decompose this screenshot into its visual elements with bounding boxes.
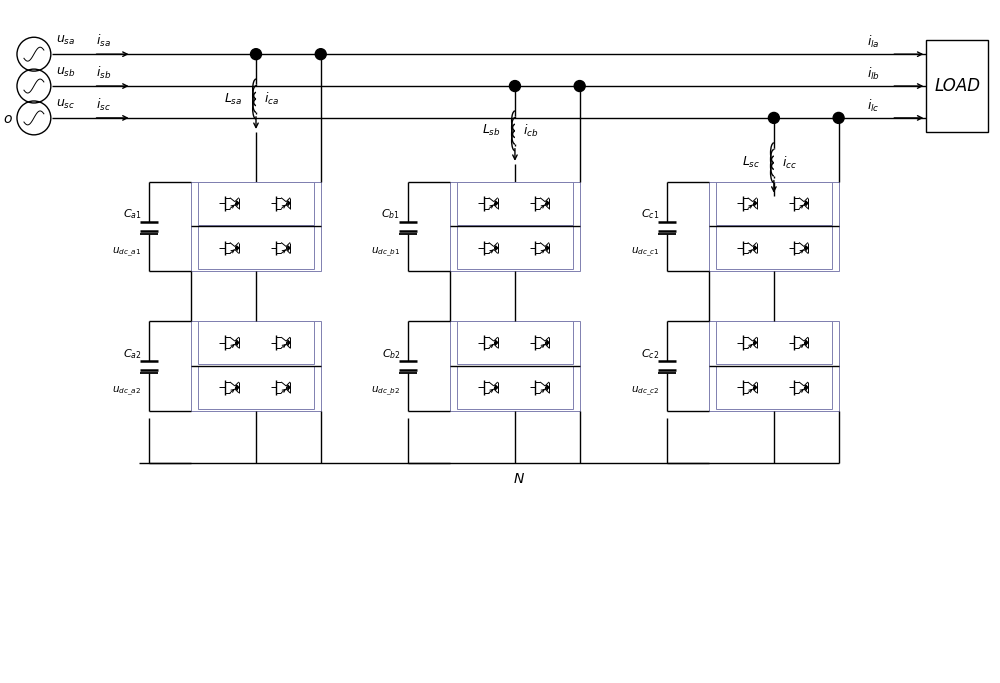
Text: $C_{b1}$: $C_{b1}$ — [381, 208, 400, 221]
Bar — [457, 182, 573, 225]
Text: $u_{dc\_b2}$: $u_{dc\_b2}$ — [371, 385, 400, 398]
Bar — [191, 321, 321, 410]
Polygon shape — [754, 340, 757, 345]
Polygon shape — [547, 201, 549, 206]
Text: $i_{\mathit{la}}$: $i_{\mathit{la}}$ — [867, 34, 879, 51]
Text: $u_{dc\_a1}$: $u_{dc\_a1}$ — [112, 246, 141, 259]
Circle shape — [315, 48, 326, 59]
Polygon shape — [547, 385, 549, 389]
Text: $i_{\mathit{lc}}$: $i_{\mathit{lc}}$ — [867, 98, 879, 114]
Circle shape — [251, 48, 261, 59]
Circle shape — [574, 81, 585, 92]
Polygon shape — [237, 246, 239, 250]
Text: $o$: $o$ — [3, 112, 13, 126]
Text: $C_{c1}$: $C_{c1}$ — [641, 208, 659, 221]
Polygon shape — [495, 385, 498, 389]
Polygon shape — [288, 201, 290, 206]
Polygon shape — [547, 246, 549, 250]
Text: $u_{dc\_a2}$: $u_{dc\_a2}$ — [112, 385, 141, 398]
Polygon shape — [754, 201, 757, 206]
Polygon shape — [547, 340, 549, 345]
Bar — [926, 40, 988, 132]
Polygon shape — [806, 246, 808, 250]
Text: $L_{\mathit{sc}}$: $L_{\mathit{sc}}$ — [742, 155, 760, 170]
Text: $u_{\mathit{sb}}$: $u_{\mathit{sb}}$ — [56, 66, 75, 79]
Polygon shape — [288, 340, 290, 345]
Polygon shape — [806, 201, 808, 206]
Text: $i_{\mathit{sa}}$: $i_{\mathit{sa}}$ — [96, 33, 110, 48]
Bar — [198, 182, 314, 225]
Polygon shape — [806, 385, 808, 389]
Bar — [716, 321, 832, 364]
Text: $u_{dc\_c1}$: $u_{dc\_c1}$ — [631, 246, 659, 259]
Text: $C_{b2}$: $C_{b2}$ — [382, 347, 400, 361]
Bar — [716, 227, 832, 270]
Bar — [716, 182, 832, 225]
Circle shape — [833, 113, 844, 124]
Circle shape — [509, 81, 520, 92]
Bar — [450, 321, 580, 410]
Bar — [198, 227, 314, 270]
Polygon shape — [754, 246, 757, 250]
Polygon shape — [495, 340, 498, 345]
Polygon shape — [288, 385, 290, 389]
Polygon shape — [754, 385, 757, 389]
Text: $u_{dc\_c2}$: $u_{dc\_c2}$ — [631, 385, 659, 398]
Bar — [191, 182, 321, 271]
Polygon shape — [806, 340, 808, 345]
Polygon shape — [495, 201, 498, 206]
Bar — [198, 321, 314, 364]
Text: $C_{a1}$: $C_{a1}$ — [123, 208, 141, 221]
Polygon shape — [237, 340, 239, 345]
Text: $i_{\mathit{cc}}$: $i_{\mathit{cc}}$ — [782, 154, 797, 171]
Text: $i_{\mathit{sc}}$: $i_{\mathit{sc}}$ — [96, 96, 110, 113]
Text: $N$: $N$ — [513, 473, 525, 486]
Bar — [457, 366, 573, 409]
Text: $i_{\mathit{sb}}$: $i_{\mathit{sb}}$ — [96, 65, 111, 81]
Text: $i_{\mathit{cb}}$: $i_{\mathit{cb}}$ — [523, 123, 538, 139]
Bar — [450, 182, 580, 271]
Bar — [457, 321, 573, 364]
Text: $C_{c2}$: $C_{c2}$ — [641, 347, 659, 361]
Polygon shape — [237, 385, 239, 389]
Text: $u_{\mathit{sa}}$: $u_{\mathit{sa}}$ — [56, 34, 75, 47]
Polygon shape — [495, 246, 498, 250]
Polygon shape — [237, 201, 239, 206]
Text: $i_{\mathit{lb}}$: $i_{\mathit{lb}}$ — [867, 66, 880, 82]
Text: $i_{\mathit{ca}}$: $i_{\mathit{ca}}$ — [264, 91, 279, 107]
Polygon shape — [288, 246, 290, 250]
Text: $L_{\mathit{sb}}$: $L_{\mathit{sb}}$ — [482, 124, 501, 139]
Bar — [709, 321, 839, 410]
Bar — [457, 227, 573, 270]
Bar — [198, 366, 314, 409]
Text: LOAD: LOAD — [934, 77, 980, 95]
Text: $u_{\mathit{sc}}$: $u_{\mathit{sc}}$ — [56, 98, 75, 111]
Bar — [716, 366, 832, 409]
Bar — [709, 182, 839, 271]
Text: $u_{dc\_b1}$: $u_{dc\_b1}$ — [371, 246, 400, 259]
Circle shape — [768, 113, 779, 124]
Text: $L_{\mathit{sa}}$: $L_{\mathit{sa}}$ — [224, 92, 242, 107]
Text: $C_{a2}$: $C_{a2}$ — [123, 347, 141, 361]
